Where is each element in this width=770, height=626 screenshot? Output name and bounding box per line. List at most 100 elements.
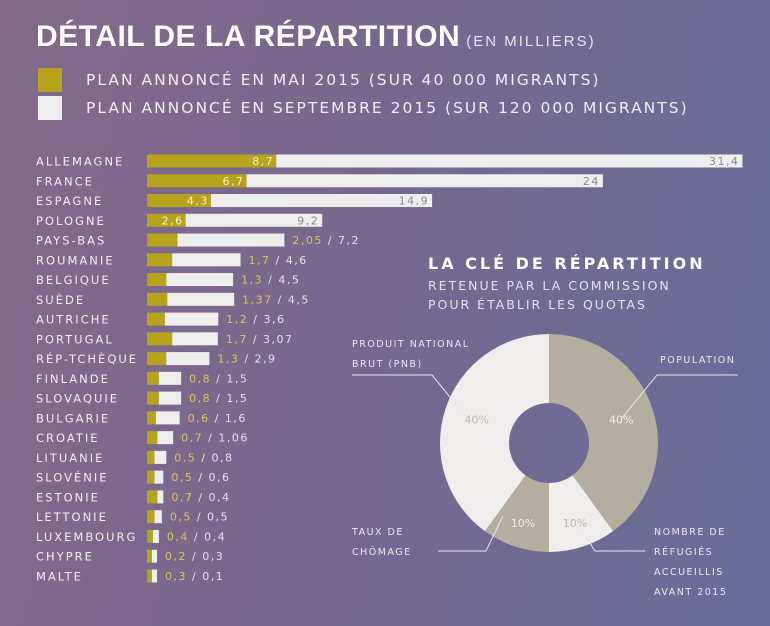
data-label-september: / 4,6 bbox=[271, 254, 308, 267]
data-label-pair: 0,2 / 0,3 bbox=[165, 550, 224, 563]
category-label: ESPAGNE bbox=[36, 194, 103, 208]
bar-may bbox=[147, 332, 173, 346]
bar-september bbox=[157, 431, 174, 445]
bar-may bbox=[147, 174, 247, 188]
bar-september bbox=[172, 253, 241, 267]
bar-september bbox=[164, 312, 219, 326]
category-label: AUTRICHE bbox=[36, 313, 111, 327]
category-label: ROUMANIE bbox=[36, 253, 115, 267]
data-label-september: / 1,6 bbox=[210, 412, 247, 425]
data-label-september: / 0,1 bbox=[187, 570, 224, 583]
bar-september bbox=[158, 371, 182, 385]
data-label-september: / 2,9 bbox=[239, 353, 276, 366]
bar-may bbox=[147, 312, 165, 326]
data-label-pair: 2,05 / 7,2 bbox=[292, 234, 360, 247]
bar-may bbox=[147, 529, 153, 543]
bar-september bbox=[152, 549, 157, 563]
donut-label-population: POPULATION bbox=[660, 355, 736, 366]
bar-september bbox=[166, 273, 234, 287]
leader-line-population bbox=[621, 374, 738, 419]
bar-september bbox=[154, 450, 167, 464]
donut-subtitle-line2: POUR ÉTABLIR LES QUOTAS bbox=[428, 297, 647, 312]
data-label-pair: 1,7 / 4,6 bbox=[249, 254, 308, 267]
data-label-september: / 1,06 bbox=[203, 432, 249, 445]
bar-september bbox=[210, 194, 433, 208]
bar-may bbox=[147, 292, 168, 306]
data-label-september: 9,2 bbox=[297, 214, 319, 227]
donut-label-chomage: TAUX DE CHÔMAGE bbox=[352, 527, 412, 558]
data-label-september: / 7,2 bbox=[323, 234, 360, 247]
data-label-pair: 1,7 / 3,07 bbox=[226, 333, 294, 346]
data-label-may: 0,7 bbox=[181, 432, 203, 445]
category-label: SLOVÉNIE bbox=[36, 470, 109, 485]
bar-september bbox=[177, 233, 285, 247]
data-label-september: / 1,5 bbox=[211, 372, 248, 385]
data-label-may: 2,05 bbox=[292, 234, 323, 247]
category-label: PAYS-BAS bbox=[36, 234, 106, 248]
bar-september bbox=[276, 154, 743, 168]
bar-september bbox=[246, 174, 603, 188]
bar-may bbox=[147, 371, 159, 385]
donut-percent-population: 40% bbox=[609, 414, 633, 427]
bar-september bbox=[158, 391, 182, 405]
data-label-may: 0,3 bbox=[165, 570, 187, 583]
page-title: DÉTAIL DE LA RÉPARTITION (EN MILLIERS) bbox=[36, 20, 596, 54]
data-label-may: 1,7 bbox=[249, 254, 271, 267]
legend-swatch-may bbox=[38, 68, 62, 92]
data-label-september: / 0,3 bbox=[187, 550, 224, 563]
data-label-pair: 0,5 / 0,6 bbox=[171, 471, 230, 484]
bar-may bbox=[147, 510, 155, 524]
bar-may bbox=[147, 194, 211, 208]
category-label: PORTUGAL bbox=[36, 332, 114, 346]
data-label-pair: 0,3 / 0,1 bbox=[165, 570, 224, 583]
category-label: RÉP-TCHÈQUE bbox=[36, 351, 138, 366]
bar-september bbox=[152, 529, 159, 543]
data-label-pair: 0,8 / 1,5 bbox=[189, 392, 248, 405]
data-label-may: 0,6 bbox=[188, 412, 210, 425]
data-label-may: 8,7 bbox=[252, 155, 274, 168]
category-label: BULGARIE bbox=[36, 411, 110, 425]
leader-line-pnb bbox=[352, 374, 468, 419]
bar-may bbox=[147, 352, 167, 366]
bar-may bbox=[147, 431, 158, 445]
category-label: LUXEMBOURG bbox=[36, 530, 137, 544]
data-label-september: / 0,4 bbox=[193, 491, 230, 504]
bar-september bbox=[172, 332, 218, 346]
legend-item-may: PLAN ANNONCÉ EN MAI 2015 (SUR 40 000 MIG… bbox=[38, 68, 601, 92]
data-label-pair: 0,5 / 0,5 bbox=[170, 511, 229, 524]
data-label-september: 24 bbox=[583, 175, 600, 188]
bar-may bbox=[147, 490, 158, 504]
legend-item-september: PLAN ANNONCÉ EN SEPTEMBRE 2015 (SUR 120 … bbox=[38, 96, 689, 120]
data-label-may: 0,8 bbox=[189, 372, 211, 385]
category-label: ALLEMAGNE bbox=[36, 155, 124, 169]
data-label-may: 1,3 bbox=[217, 353, 239, 366]
donut-title: LA CLÉ DE RÉPARTITION bbox=[428, 254, 706, 273]
data-label-september: / 0,4 bbox=[189, 530, 226, 543]
data-label-september: / 1,5 bbox=[211, 392, 248, 405]
donut-percent-pnb: 40% bbox=[464, 414, 488, 427]
data-label-september: / 4,5 bbox=[263, 274, 300, 287]
data-label-september: / 0,8 bbox=[196, 451, 233, 464]
data-label-september: / 3,6 bbox=[248, 313, 285, 326]
data-label-may: 0,5 bbox=[170, 511, 192, 524]
category-label: CROATIE bbox=[36, 431, 100, 445]
data-label-may: 4,3 bbox=[187, 195, 209, 208]
category-label: MALTE bbox=[36, 569, 83, 583]
donut-slice-chomage bbox=[484, 475, 549, 552]
category-label: CHYPRE bbox=[36, 550, 94, 564]
data-label-pair: 1,3 / 4,5 bbox=[241, 274, 300, 287]
data-label-september: 14,9 bbox=[399, 195, 430, 208]
bar-september bbox=[185, 213, 323, 227]
category-label: BELGIQUE bbox=[36, 273, 111, 287]
bar-september bbox=[154, 470, 164, 484]
data-label-pair: 0,4 / 0,4 bbox=[167, 530, 226, 543]
data-label-may: 0,7 bbox=[171, 491, 193, 504]
leader-line-chomage bbox=[438, 515, 504, 552]
bar-may bbox=[147, 391, 159, 405]
bar-may bbox=[147, 273, 167, 287]
bar-may bbox=[147, 450, 155, 464]
data-label-pair: 0,7 / 1,06 bbox=[181, 432, 249, 445]
donut-slice-refugies bbox=[549, 475, 614, 552]
bar-september bbox=[152, 569, 157, 583]
data-label-may: 0,5 bbox=[171, 471, 193, 484]
